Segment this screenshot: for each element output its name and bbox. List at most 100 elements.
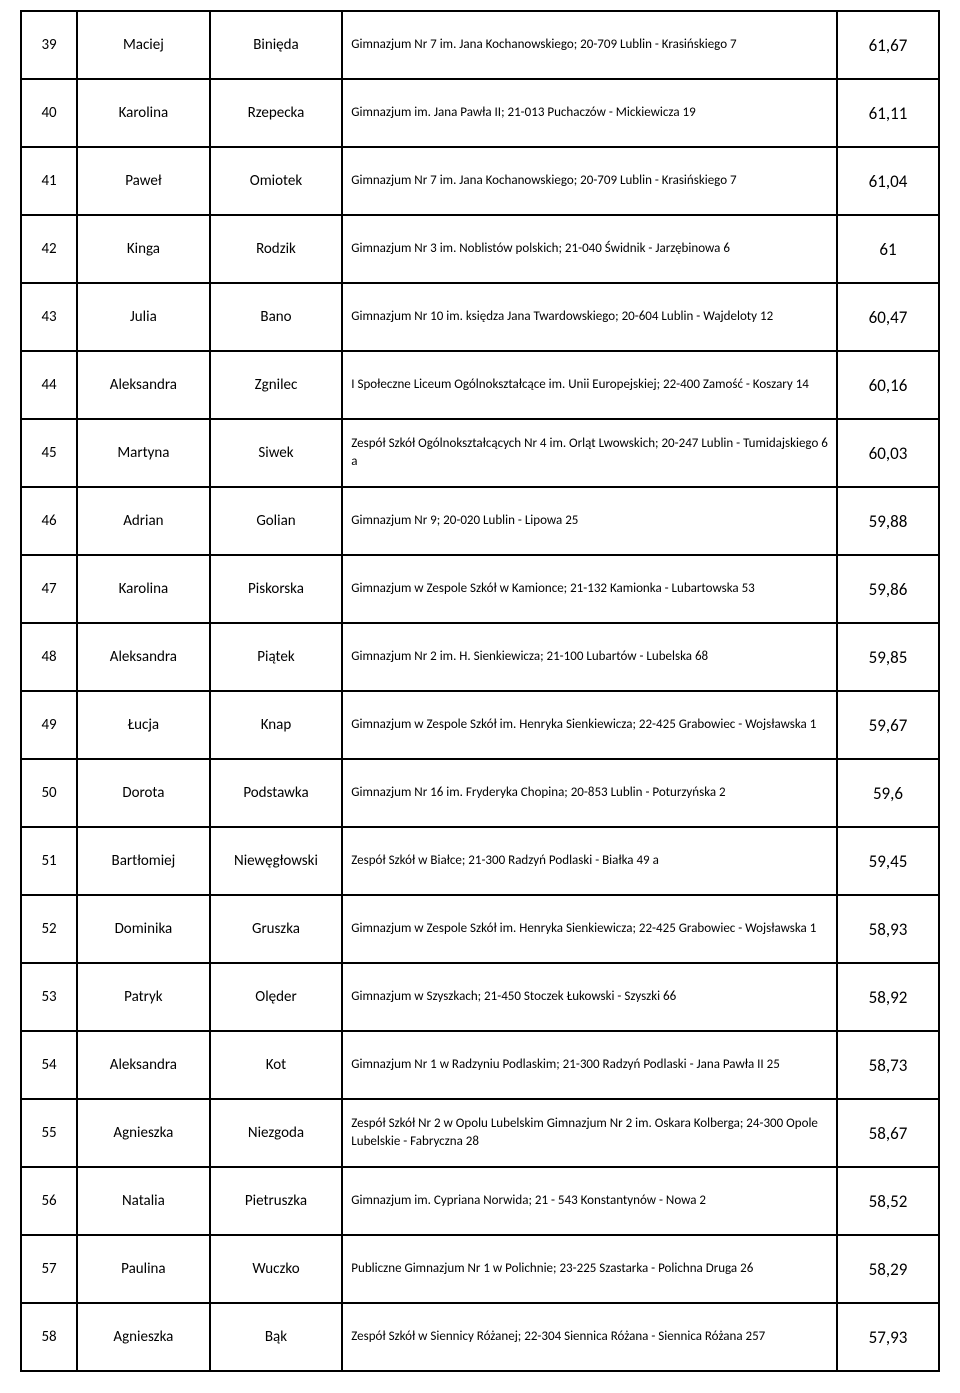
last-name: Podstawka [210,759,343,827]
school: Gimnazjum Nr 16 im. Fryderyka Chopina; 2… [342,759,837,827]
school: Gimnazjum Nr 9; 20-020 Lublin - Lipowa 2… [342,487,837,555]
last-name: Niewęgłowski [210,827,343,895]
row-number: 39 [21,11,77,79]
school: Zespół Szkół Nr 2 w Opolu Lubelskim Gimn… [342,1099,837,1167]
score: 61 [837,215,939,283]
first-name: Natalia [77,1167,210,1235]
first-name: Agnieszka [77,1099,210,1167]
first-name: Agnieszka [77,1303,210,1371]
row-number: 42 [21,215,77,283]
last-name: Gruszka [210,895,343,963]
table-row: 43JuliaBanoGimnazjum Nr 10 im. księdza J… [21,283,939,351]
first-name: Aleksandra [77,623,210,691]
table-row: 56NataliaPietruszkaGimnazjum im. Cyprian… [21,1167,939,1235]
table-row: 58AgnieszkaBąkZespół Szkół w Siennicy Ró… [21,1303,939,1371]
school: Zespół Szkół w Siennicy Różanej; 22-304 … [342,1303,837,1371]
last-name: Rzepecka [210,79,343,147]
school: Gimnazjum Nr 2 im. H. Sienkiewicza; 21-1… [342,623,837,691]
score: 60,16 [837,351,939,419]
score: 59,67 [837,691,939,759]
table-row: 54AleksandraKotGimnazjum Nr 1 w Radzyniu… [21,1031,939,1099]
table-body: 39MaciejBinięda Gimnazjum Nr 7 im. Jana K… [21,11,939,1371]
score: 60,03 [837,419,939,487]
last-name: Zgnilec [210,351,343,419]
score: 61,11 [837,79,939,147]
school: Zespół Szkół Ogólnokształcących Nr 4 im.… [342,419,837,487]
table-row: 48AleksandraPiątekGimnazjum Nr 2 im. H. … [21,623,939,691]
last-name: Binięda [210,11,343,79]
score: 60,47 [837,283,939,351]
school: Gimnazjum Nr 7 im. Jana Kochanowskiego; … [342,147,837,215]
first-name: Karolina [77,79,210,147]
score: 58,29 [837,1235,939,1303]
school: Gimnazjum w Szyszkach; 21-450 Stoczek Łu… [342,963,837,1031]
score: 61,67 [837,11,939,79]
last-name: Knap [210,691,343,759]
last-name: Rodzik [210,215,343,283]
row-number: 46 [21,487,77,555]
table-row: 49ŁucjaKnapGimnazjum w Zespole Szkół im.… [21,691,939,759]
last-name: Kot [210,1031,343,1099]
first-name: Patryk [77,963,210,1031]
school: Gimnazjum Nr 1 w Radzyniu Podlaskim; 21-… [342,1031,837,1099]
score: 59,85 [837,623,939,691]
row-number: 54 [21,1031,77,1099]
row-number: 47 [21,555,77,623]
school: Gimnazjum w Zespole Szkół w Kamionce; 21… [342,555,837,623]
last-name: Pietruszka [210,1167,343,1235]
row-number: 53 [21,963,77,1031]
last-name: Wuczko [210,1235,343,1303]
first-name: Paweł [77,147,210,215]
row-number: 41 [21,147,77,215]
last-name: Omiotek [210,147,343,215]
last-name: Niezgoda [210,1099,343,1167]
table-row: 57PaulinaWuczkoPubliczne Gimnazjum Nr 1 … [21,1235,939,1303]
table-row: 40KarolinaRzepeckaGimnazjum im. Jana Paw… [21,79,939,147]
table-row: 52DominikaGruszkaGimnazjum w Zespole Szk… [21,895,939,963]
score: 59,45 [837,827,939,895]
score: 61,04 [837,147,939,215]
table-row: 42KingaRodzikGimnazjum Nr 3 im. Noblistó… [21,215,939,283]
last-name: Bano [210,283,343,351]
results-table: 39MaciejBinięda Gimnazjum Nr 7 im. Jana K… [20,10,940,1372]
row-number: 57 [21,1235,77,1303]
row-number: 56 [21,1167,77,1235]
score: 57,93 [837,1303,939,1371]
first-name: Maciej [77,11,210,79]
first-name: Aleksandra [77,351,210,419]
score: 59,6 [837,759,939,827]
row-number: 58 [21,1303,77,1371]
school: I Społeczne Liceum Ogólnokształcące im. … [342,351,837,419]
first-name: Kinga [77,215,210,283]
row-number: 52 [21,895,77,963]
first-name: Paulina [77,1235,210,1303]
first-name: Dorota [77,759,210,827]
row-number: 49 [21,691,77,759]
last-name: Piskorska [210,555,343,623]
first-name: Karolina [77,555,210,623]
first-name: Aleksandra [77,1031,210,1099]
school: Gimnazjum Nr 3 im. Noblistów polskich; 2… [342,215,837,283]
table-row: 51BartłomiejNiewęgłowskiZespół Szkół w B… [21,827,939,895]
last-name: Golian [210,487,343,555]
row-number: 45 [21,419,77,487]
school: Zespół Szkół w Białce; 21-300 Radzyń Pod… [342,827,837,895]
row-number: 44 [21,351,77,419]
score: 58,73 [837,1031,939,1099]
first-name: Martyna [77,419,210,487]
school: Gimnazjum w Zespole Szkół im. Henryka Si… [342,691,837,759]
school: Gimnazjum im. Jana Pawła II; 21-013 Puch… [342,79,837,147]
table-row: 46AdrianGolianGimnazjum Nr 9; 20-020 Lub… [21,487,939,555]
school: Gimnazjum Nr 10 im. księdza Jana Twardow… [342,283,837,351]
table-row: 39MaciejBiniędaGimnazjum Nr 7 im. Jana K… [21,11,939,79]
table-row: 50DorotaPodstawkaGimnazjum Nr 16 im. Fry… [21,759,939,827]
school: Publiczne Gimnazjum Nr 1 w Polichnie; 23… [342,1235,837,1303]
first-name: Julia [77,283,210,351]
table-row: 47KarolinaPiskorskaGimnazjum w Zespole S… [21,555,939,623]
school: Gimnazjum im. Cypriana Norwida; 21 - 543… [342,1167,837,1235]
first-name: Adrian [77,487,210,555]
first-name: Łucja [77,691,210,759]
table-row: 45MartynaSiwekZespół Szkół Ogólnokształc… [21,419,939,487]
row-number: 43 [21,283,77,351]
row-number: 51 [21,827,77,895]
